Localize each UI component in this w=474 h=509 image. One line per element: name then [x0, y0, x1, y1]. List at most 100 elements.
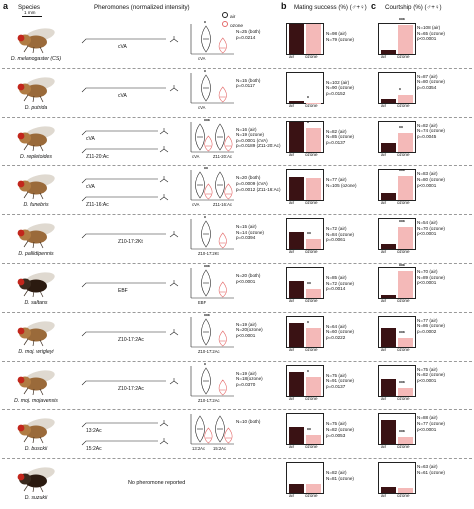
mating-significance: ** [307, 231, 311, 238]
mating-stat: N=60 (ozone) [326, 329, 354, 335]
x-label-air: air [381, 151, 387, 157]
scale-bar [22, 16, 42, 17]
courtship-bar-ozone [398, 25, 413, 54]
violin-plot [190, 170, 234, 201]
courtship-bar-chart [378, 267, 416, 299]
mating-significance: * [307, 95, 309, 102]
compound-name: cVA [118, 44, 127, 50]
fly-image [17, 369, 55, 395]
courtship-stat: N=77 (ozone) [417, 421, 445, 426]
mating-bar-ozone [306, 484, 321, 494]
fly-image [17, 272, 55, 298]
chemical-structure [81, 438, 169, 446]
x-label-ozone: ozone [305, 346, 318, 352]
courtship-bar-chart [378, 71, 416, 104]
row-divider [2, 165, 472, 167]
pheromone-stat: N=20 (both) [236, 273, 261, 278]
courtship-bar-ozone [398, 133, 413, 152]
courtship-stat: p=0.0045 [417, 133, 437, 139]
pheromone-stat: N=10 (both) [236, 419, 261, 425]
courtship-significance: * [399, 88, 401, 95]
courtship-stat: N=70 (air) [417, 269, 438, 274]
pheromone-stat: N=16 (air) [236, 126, 257, 132]
violin-plot [190, 365, 234, 396]
violin-plot-wrapper [188, 412, 234, 451]
violin-plot [190, 316, 234, 348]
x-label-ozone: ozone [305, 395, 318, 401]
x-label-air: air [289, 444, 295, 450]
compound-name: Z11-20:Ac [86, 153, 109, 160]
violin-plot-wrapper [188, 168, 234, 207]
pheromone-significance: * [204, 21, 206, 27]
mating-bar-air [289, 484, 304, 494]
pheromone-stat: p=0.0001 (cVA) [236, 137, 268, 143]
x-label-air: air [381, 200, 387, 206]
mating-bar-air [289, 427, 304, 445]
pheromone-stat: N=19 (air) [236, 370, 257, 376]
mating-significance: ** [307, 282, 311, 288]
fly-image [17, 418, 55, 444]
compound-structure [80, 435, 174, 453]
violin-plot [190, 24, 234, 55]
fly-image-wrapper [14, 463, 58, 498]
species-name: D. moj. mojavensis [14, 397, 58, 404]
courtship-stat: N=63 (air) [417, 464, 438, 470]
courtship-bar-ozone [398, 95, 413, 103]
mating-significance: ** [307, 428, 311, 435]
x-label-ozone: ozone [397, 54, 410, 59]
x-label-ozone: ozone [305, 298, 318, 303]
mating-stat: p=0.0222 [326, 335, 346, 340]
row-divider [2, 263, 472, 264]
pheromone-stat: N=14 (ozone) [236, 229, 264, 235]
mating-bar-chart [286, 315, 324, 348]
panel-label-a: a [3, 1, 9, 11]
violin-x-label: Z10-17:2Kt [198, 251, 219, 257]
violin-plot-wrapper [188, 71, 234, 110]
species-name: D. repletoides [19, 153, 52, 160]
fly-image-wrapper [14, 414, 58, 449]
courtship-bar-air [381, 243, 396, 250]
mating-bar-air [289, 24, 304, 54]
violin-plot-wrapper [188, 120, 234, 159]
violin-plot [190, 121, 234, 152]
compound-name: Z10-17:2Ac [118, 336, 144, 343]
courtship-stat: p<0.0001 [417, 377, 437, 383]
mating-stat: p=0.0137 [326, 139, 346, 145]
courtship-significance: *** [399, 219, 405, 226]
courtship-stat: p<0.0001 [417, 182, 437, 188]
pheromone-column-header: Pheromones (normalized intensity) [94, 4, 190, 11]
pheromone-significance: * [204, 69, 206, 76]
courtship-stat: N=80 (ozone) [417, 177, 445, 182]
courtship-bar-air [381, 420, 396, 445]
mating-bar-chart [286, 413, 324, 446]
fly-image-wrapper [14, 122, 58, 157]
mating-stat: N=64 (air) [326, 323, 347, 329]
fly-image-wrapper [14, 24, 58, 59]
mating-stat: N=91 (ozone) [326, 378, 354, 384]
courtship-stat: p=0.0002 [417, 329, 437, 334]
fly-image [17, 467, 55, 493]
courtship-bar-ozone [398, 487, 413, 494]
mating-stat: p=0.0061 [326, 237, 346, 243]
courtship-stat: N=86 (ozone) [417, 323, 445, 329]
x-label-air: air [289, 54, 295, 59]
courtship-bar-ozone [398, 271, 413, 298]
fly-image [17, 321, 55, 346]
pheromone-stat: p=0.0214 [236, 34, 256, 40]
compound-name: cVA [86, 135, 95, 142]
violin-x-label: Z10-17:2Ac [198, 348, 220, 354]
courtship-column-header: Courtship (%) (♂+♀) [385, 4, 442, 11]
chemical-structure [81, 176, 169, 184]
mating-stat: N=90 (ozone) [326, 85, 354, 91]
pheromone-significance: *** [204, 265, 210, 271]
compound-structure [80, 125, 174, 143]
fly-image-wrapper [14, 219, 58, 254]
courtship-bar-ozone [398, 226, 413, 250]
mating-significance: * [307, 321, 309, 328]
mating-bar-ozone [306, 435, 321, 445]
pheromone-stat: N=20(ozone) [236, 327, 263, 333]
pheromone-stat: N=19 (ozone) [236, 132, 264, 138]
compound-structure [80, 228, 184, 246]
mating-bar-ozone [306, 24, 321, 54]
x-label-ozone: ozone [397, 444, 410, 450]
